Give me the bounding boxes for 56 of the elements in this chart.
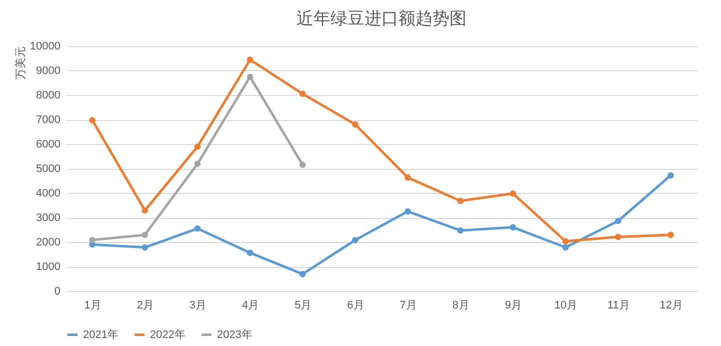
y-tick-label: 9000: [36, 65, 60, 77]
point: [89, 236, 96, 244]
point: [246, 56, 254, 63]
point: [668, 172, 674, 179]
legend-label: 2022年: [150, 328, 186, 341]
x-tick-label: 4月: [242, 300, 260, 312]
point: [299, 162, 306, 168]
point: [457, 227, 464, 234]
point: [510, 190, 516, 197]
x-tick-label: 9月: [504, 300, 522, 312]
point: [352, 121, 358, 128]
x-tick-label: 12月: [660, 300, 683, 312]
x-tick-label: 10月: [554, 300, 578, 312]
x-tick-label: 6月: [347, 300, 364, 312]
point: [246, 74, 254, 80]
point: [142, 244, 148, 251]
y-axis-title: 万美元: [14, 46, 27, 80]
x-tick-label: 8月: [452, 300, 470, 312]
y-tick-label: 4000: [36, 188, 60, 200]
point: [404, 174, 411, 181]
y-tick-label: 2000: [36, 236, 60, 248]
point: [142, 207, 148, 214]
point: [142, 232, 148, 238]
point: [194, 160, 201, 167]
legend-label: 2023年: [217, 328, 252, 341]
y-tick-label: 6000: [36, 138, 60, 150]
point: [246, 250, 254, 256]
point: [562, 244, 569, 251]
point: [299, 270, 306, 278]
point: [510, 224, 516, 230]
point: [89, 117, 96, 124]
point: [562, 238, 569, 244]
point: [194, 144, 201, 150]
point: [614, 218, 622, 224]
point: [668, 232, 674, 238]
x-tick-label: 11月: [607, 300, 630, 312]
y-tick-label: 3000: [36, 212, 60, 224]
legend-label: 2021年: [83, 328, 118, 341]
y-tick-label: 1000: [36, 261, 60, 273]
y-tick-label: 5000: [36, 163, 60, 175]
x-tick-label: 3月: [189, 300, 207, 312]
point: [299, 90, 306, 97]
point: [352, 236, 358, 244]
y-tick-label: 10000: [30, 40, 60, 52]
y-tick-label: 0: [54, 286, 60, 298]
x-tick-label: 1月: [84, 300, 102, 312]
x-tick-label: 2月: [136, 300, 154, 312]
y-tick-label: 7000: [36, 114, 60, 126]
x-tick-label: 5月: [294, 300, 312, 312]
chart-title: 近年绿豆进口额趋势图: [296, 9, 466, 28]
point: [194, 225, 201, 232]
x-tick-label: 7月: [400, 300, 417, 312]
y-tick-label: 8000: [36, 90, 60, 102]
point: [457, 198, 464, 204]
point: [404, 208, 411, 215]
point: [614, 234, 622, 240]
